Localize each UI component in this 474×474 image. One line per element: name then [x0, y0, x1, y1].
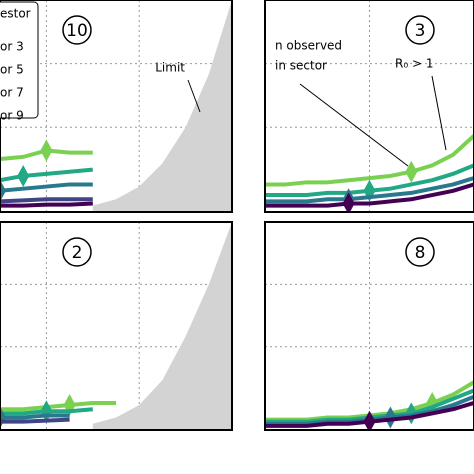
plot-area: [0, 0, 232, 212]
annotation-arrow: [431, 75, 447, 151]
legend-entry: or 7: [0, 86, 24, 100]
plot-area: [265, 222, 474, 430]
observed-marker: [384, 406, 397, 429]
observed-marker: [17, 164, 30, 187]
series-line: [265, 182, 474, 208]
panel-badge: [62, 15, 92, 45]
limit-area: [92, 222, 232, 430]
series-line: [265, 176, 474, 204]
observed-marker: [363, 410, 376, 430]
frame: [264, 0, 474, 213]
legend-entry: or 9: [0, 109, 24, 123]
series-line: [0, 413, 70, 420]
series-line: [0, 167, 93, 183]
legend-entry: estor: [0, 7, 31, 21]
limit-area: [92, 0, 232, 212]
annotation-arrow: [299, 83, 409, 167]
limit-arrow: [187, 79, 201, 113]
legend-entry: or 3: [0, 40, 24, 54]
limit-label: Limit: [155, 61, 185, 75]
annotation: n observed: [275, 39, 342, 53]
panel-number: 2: [72, 243, 83, 263]
legend-entry: or 5: [0, 63, 24, 77]
observed-marker: [342, 192, 355, 212]
panel: 3 n observed in sector R₀ > 1: [264, 0, 474, 213]
panel-number: 10: [66, 21, 88, 41]
observed-marker: [0, 179, 6, 202]
legend-box: [0, 1, 39, 119]
plot-area: [0, 222, 232, 430]
panel-number: 3: [415, 21, 426, 41]
series-line: [265, 134, 474, 187]
frame: [0, 0, 233, 213]
observed-marker: [405, 160, 418, 183]
plot-area: [265, 0, 474, 212]
series-line: [0, 201, 93, 208]
frame: [264, 221, 474, 431]
panel-number: 8: [415, 243, 426, 263]
annotation: in sector: [275, 59, 327, 73]
panel-badge: [405, 237, 435, 267]
series-line: [0, 417, 70, 424]
series-line: [0, 197, 93, 204]
panel-badge: [62, 237, 92, 267]
panel-badge: [405, 15, 435, 45]
frame: [0, 221, 233, 431]
series-line: [0, 182, 93, 193]
annotation: R₀ > 1: [395, 57, 433, 71]
panel: 8: [264, 221, 474, 431]
panel: Limit 10 estor or 3 or 5 or 7 or 9: [0, 0, 233, 213]
panel: 2: [0, 221, 233, 431]
series-line: [0, 400, 116, 412]
observed-marker: [40, 139, 53, 162]
